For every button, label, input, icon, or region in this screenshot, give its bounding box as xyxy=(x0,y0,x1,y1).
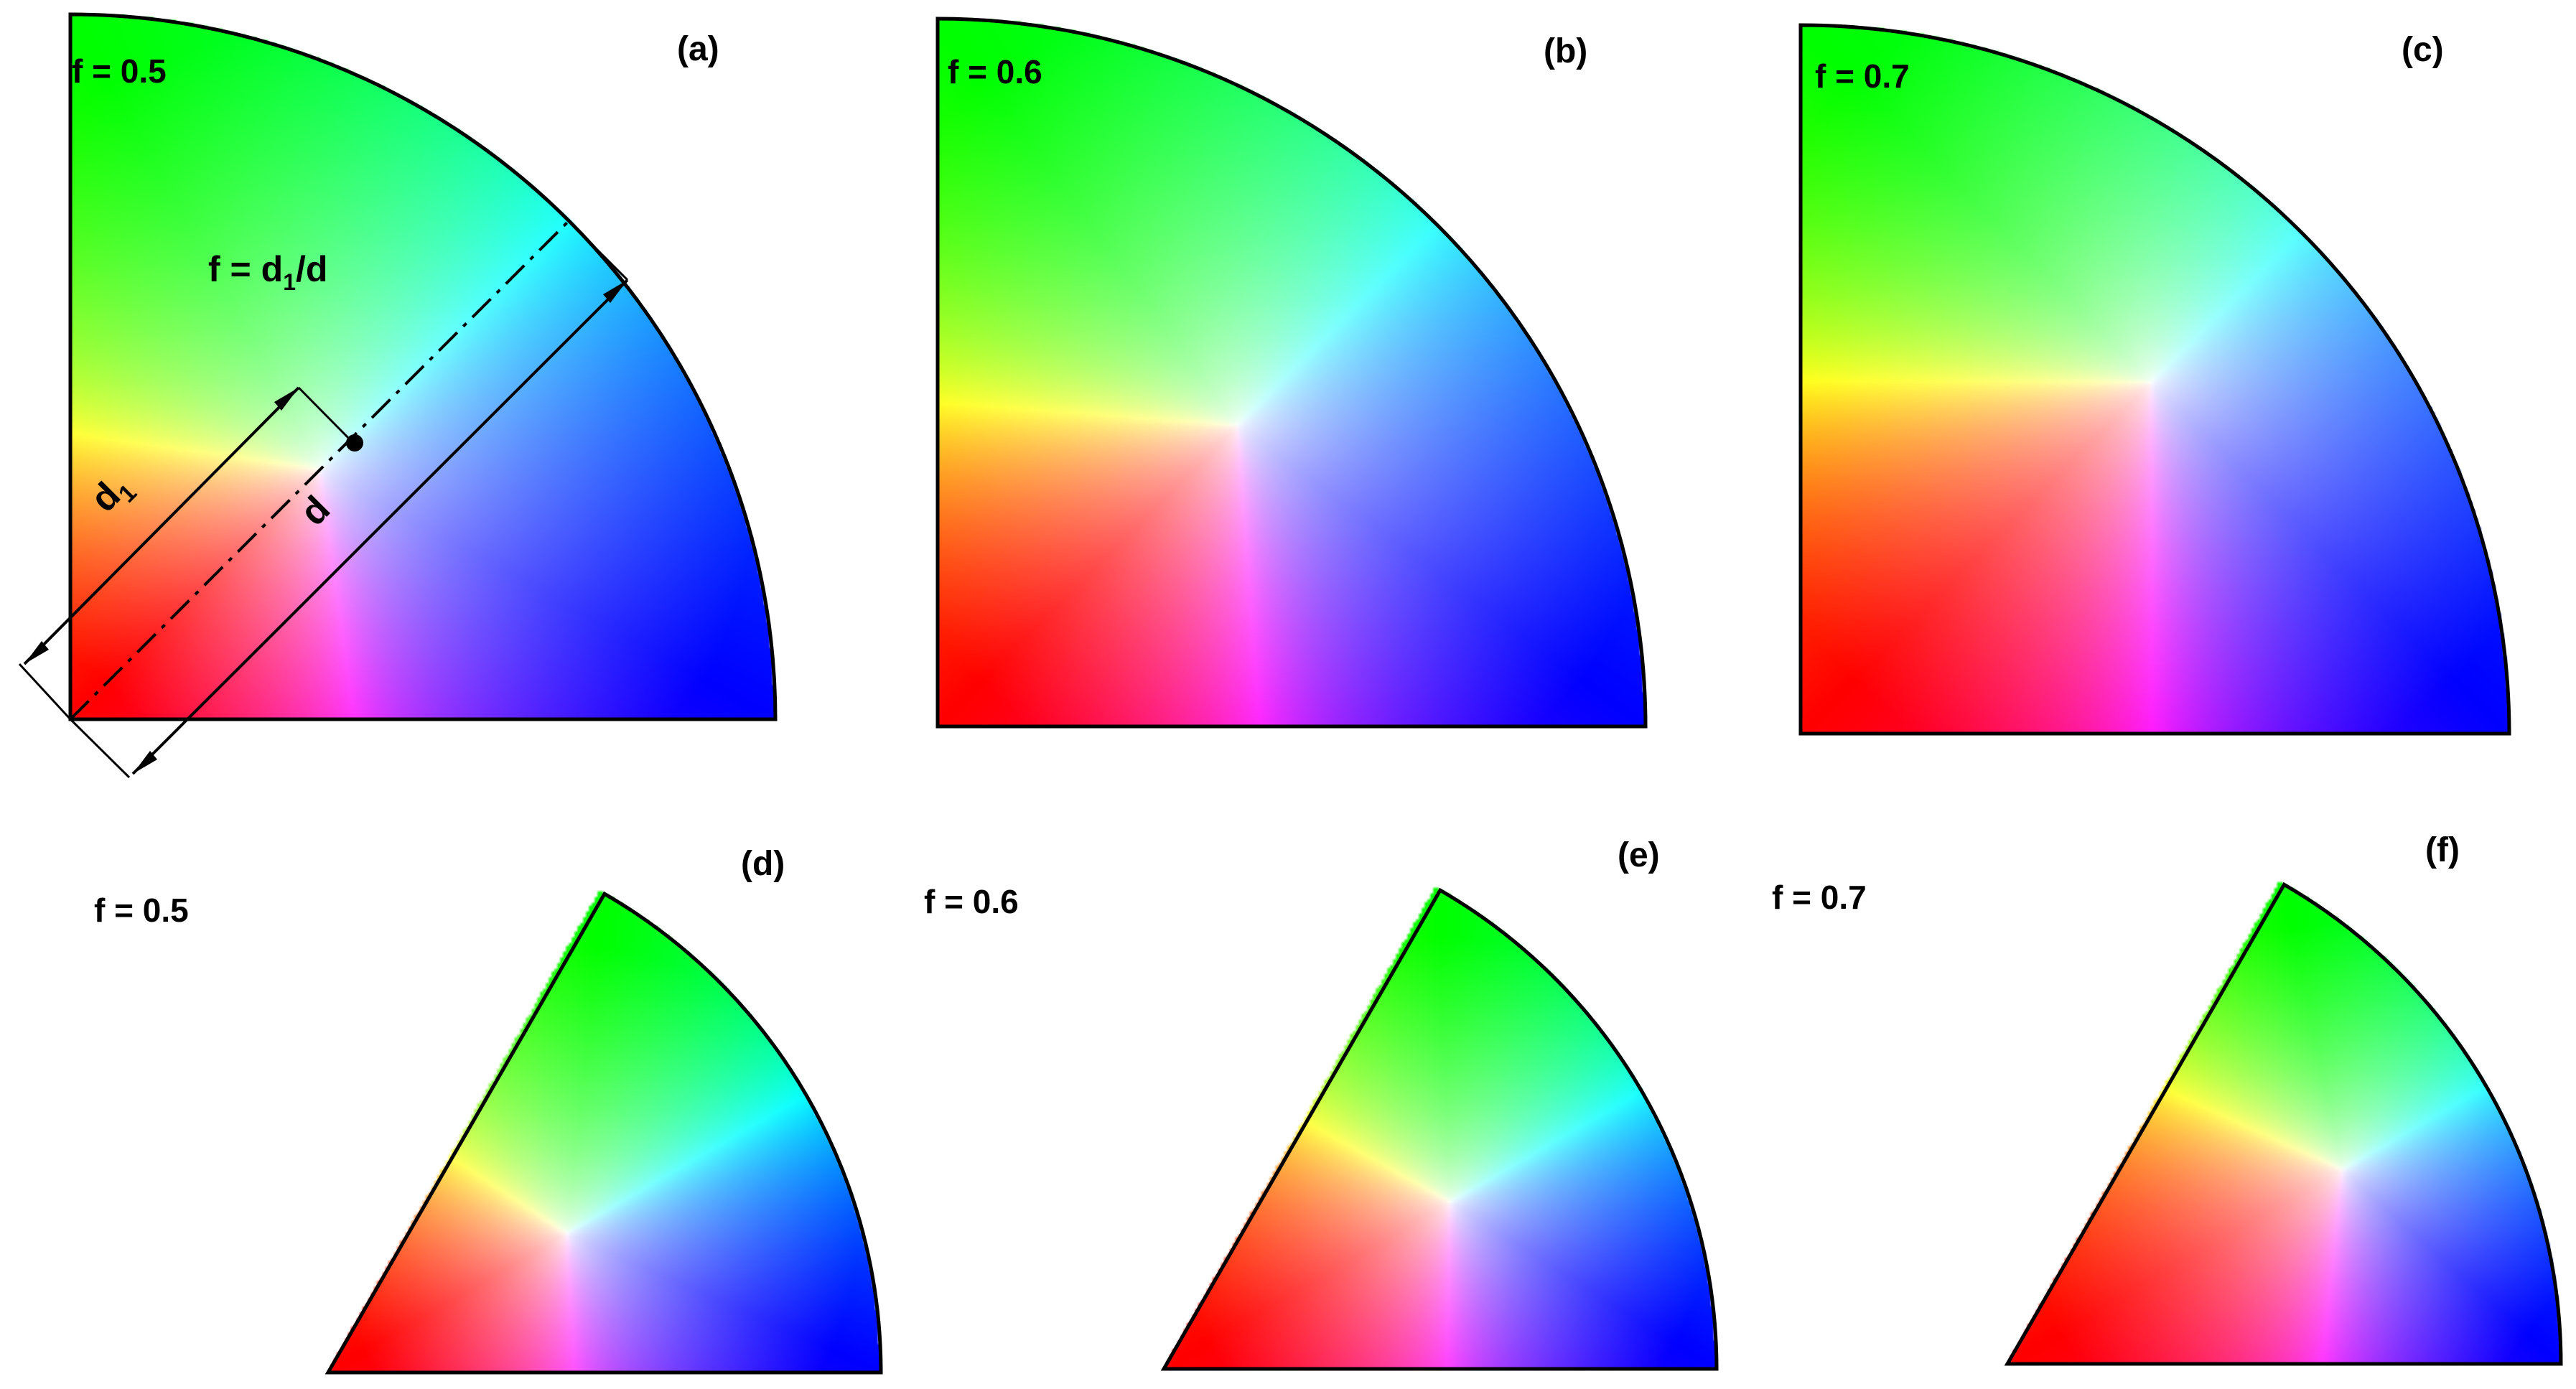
color-key-map-c xyxy=(1801,25,2509,734)
panel-d: f = 0.5 (d) xyxy=(94,820,883,1375)
panel-letter-a: (a) xyxy=(677,30,719,68)
f-definition-annotation: f = d1/d d1 d xyxy=(18,218,629,779)
d1-dimension-arrow xyxy=(23,386,300,665)
formula-label: f = d1/d xyxy=(208,249,327,295)
panel-letter-d: (d) xyxy=(741,845,785,883)
color-key-map-e xyxy=(1164,816,1717,1369)
d-extension-line xyxy=(69,718,131,779)
interior-point-marker xyxy=(346,434,363,452)
f-value-label-c: f = 0.7 xyxy=(1815,57,1910,95)
sector-outline-b xyxy=(935,17,1648,729)
d1-extension-line xyxy=(18,663,72,721)
sector-outline-e xyxy=(1160,887,1719,1371)
f-value-label-d: f = 0.5 xyxy=(94,892,189,929)
d-end-extension-line xyxy=(591,243,629,281)
panel-b: f = 0.6 (b) xyxy=(935,17,1648,729)
panel-letter-c: (c) xyxy=(2402,31,2444,69)
panel-c: f = 0.7 (c) xyxy=(1798,23,2511,736)
sector-outline-d xyxy=(325,891,883,1375)
color-key-map-d xyxy=(328,820,881,1372)
sector-outline-f xyxy=(2004,881,2563,1366)
d1-leader-to-point xyxy=(297,386,355,444)
panel-a: f = 0.5 (a) f = d1/d d1 xyxy=(18,12,778,779)
panel-e: f = 0.6 (e) xyxy=(924,816,1719,1371)
f-value-label-a: f = 0.5 xyxy=(72,52,167,90)
panel-f: f = 0.7 (f) xyxy=(1772,810,2563,1366)
d-dimension-arrow xyxy=(131,279,629,775)
sector-outline-a xyxy=(68,12,778,721)
color-key-map-b xyxy=(938,19,1646,726)
f-value-label-e: f = 0.6 xyxy=(924,883,1019,920)
sector-outline-c xyxy=(1798,23,2511,736)
f-value-label-f: f = 0.7 xyxy=(1772,879,1867,916)
panel-letter-f: (f) xyxy=(2425,831,2460,869)
color-key-map-f xyxy=(2007,810,2561,1364)
f-value-label-b: f = 0.6 xyxy=(948,53,1042,90)
panel-letter-b: (b) xyxy=(1544,32,1587,70)
diagonal-dash-dot-line xyxy=(69,218,572,721)
panel-letter-e: (e) xyxy=(1618,836,1660,874)
